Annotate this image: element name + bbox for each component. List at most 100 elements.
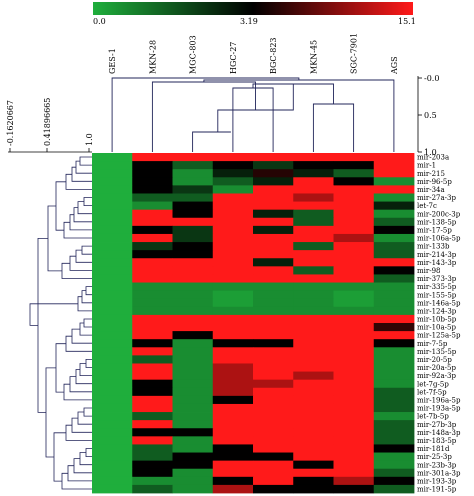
heatmap-cell	[333, 468, 375, 478]
heatmap-cell	[253, 258, 294, 267]
heatmap-cell	[293, 331, 334, 340]
heatmap-cell	[92, 412, 133, 421]
heatmap-cell	[212, 306, 254, 316]
row-label: mir-146a-5p	[417, 299, 461, 307]
heatmap-cell	[92, 242, 133, 251]
heatmap-cell	[172, 242, 214, 251]
heatmap-cell	[333, 355, 375, 364]
heatmap-cell	[172, 306, 214, 316]
heatmap-cell	[172, 331, 214, 340]
heatmap-cell	[293, 355, 334, 364]
row-label: mir-138-5p	[417, 218, 457, 226]
heatmap-cell	[172, 314, 214, 324]
heatmap-cell	[373, 420, 415, 429]
heatmap-cell	[92, 444, 133, 453]
heatmap-cell	[132, 161, 173, 170]
heatmap-cell	[293, 379, 334, 389]
heatmap-cell	[333, 306, 375, 316]
heatmap-cell	[92, 161, 133, 170]
heatmap-cell	[132, 339, 173, 348]
color-scale-gradient	[93, 2, 413, 15]
heatmap-cell	[92, 290, 133, 300]
heatmap-cell	[333, 282, 375, 292]
heatmap-cell	[293, 476, 334, 486]
heatmap-cell	[373, 484, 415, 494]
heatmap-cell	[172, 355, 214, 364]
row-label: mir-20a-5p	[417, 364, 456, 372]
row-dendrogram-link	[37, 238, 48, 413]
heatmap-cell	[253, 412, 294, 421]
heatmap-cell	[373, 347, 415, 356]
row-dendrogram-link	[55, 181, 66, 231]
heatmap-cell	[333, 371, 375, 381]
heatmap-cell	[373, 363, 415, 372]
heatmap-cell	[92, 193, 133, 202]
heatmap-cell	[373, 290, 415, 300]
row-label: mir-20-5p	[417, 356, 452, 364]
heatmap-cell	[92, 201, 133, 211]
row-label: mir-196a-5p	[417, 397, 461, 405]
row-label: mir-125a-5p	[417, 332, 461, 340]
heatmap-cell	[293, 298, 334, 308]
heatmap-cell	[172, 403, 214, 413]
row-dendrogram	[29, 156, 92, 490]
column-scale-tick-label: 0.5	[424, 111, 437, 120]
heatmap-cell	[172, 193, 214, 202]
row-label: mir-27a-3p	[417, 194, 456, 202]
column-dendrogram-link	[192, 131, 231, 152]
row-dendrogram-link	[65, 424, 92, 441]
heatmap-cell	[253, 428, 294, 437]
heatmap-cell	[92, 339, 133, 348]
column-labels: GES-1 MKN-28 MGC-803 HGC-27 BGC-823 MKN-45 SGC…	[108, 33, 399, 75]
heatmap-cell	[92, 298, 133, 308]
heatmap-cell	[132, 274, 173, 283]
heatmap-cell	[373, 161, 415, 170]
heatmap-cell	[212, 371, 254, 381]
column-label: MKN-28	[148, 40, 157, 74]
heatmap-cell	[373, 266, 415, 275]
heatmap-cell	[172, 153, 214, 162]
heatmap-cell	[172, 233, 214, 243]
row-label: mir-98	[417, 267, 441, 275]
heatmap-cell	[253, 468, 294, 478]
heatmap-cell	[253, 460, 294, 470]
heatmap-cell	[373, 452, 415, 462]
row-dendrogram-link	[79, 156, 92, 166]
heatmap-cell	[373, 274, 415, 283]
heatmap-cell	[333, 185, 375, 194]
heatmap-cell	[373, 379, 415, 389]
heatmap-cell	[333, 436, 375, 445]
row-dendrogram-link	[81, 290, 92, 304]
heatmap-cell	[253, 363, 294, 372]
heatmap-cell	[333, 153, 375, 162]
heatmap-cell	[293, 420, 334, 429]
heatmap-cell	[172, 298, 214, 308]
column-scale-tick-label: 1.0	[424, 148, 437, 157]
row-scale-tick-label: 0.41896665	[43, 98, 52, 146]
heatmap-cell	[132, 153, 173, 162]
heatmap-cell	[132, 258, 173, 267]
heatmap-cell	[212, 412, 254, 421]
row-label: mir-301a-3p	[417, 469, 461, 477]
heatmap-cell	[293, 468, 334, 478]
heatmap-cell	[92, 420, 133, 429]
heatmap-cell	[92, 387, 133, 397]
heatmap-cell	[253, 185, 294, 194]
heatmap-cell	[132, 331, 173, 340]
heatmap-cell	[212, 153, 254, 162]
heatmap-cell	[293, 314, 334, 324]
heatmap-cell	[333, 379, 375, 389]
heatmap-cell	[92, 323, 133, 332]
heatmap-cell	[212, 274, 254, 283]
heatmap-cell	[333, 201, 375, 211]
heatmap-cell	[132, 282, 173, 292]
heatmap-cell	[132, 355, 173, 364]
heatmap-cell	[253, 444, 294, 453]
row-label: mir-215	[417, 170, 445, 178]
heatmap-cell	[373, 306, 415, 316]
heatmap-cell	[253, 193, 294, 202]
heatmap-cell	[92, 177, 133, 186]
heatmap-cell	[253, 355, 294, 364]
heatmap-cell	[373, 371, 415, 381]
heatmap-cell	[172, 177, 214, 186]
